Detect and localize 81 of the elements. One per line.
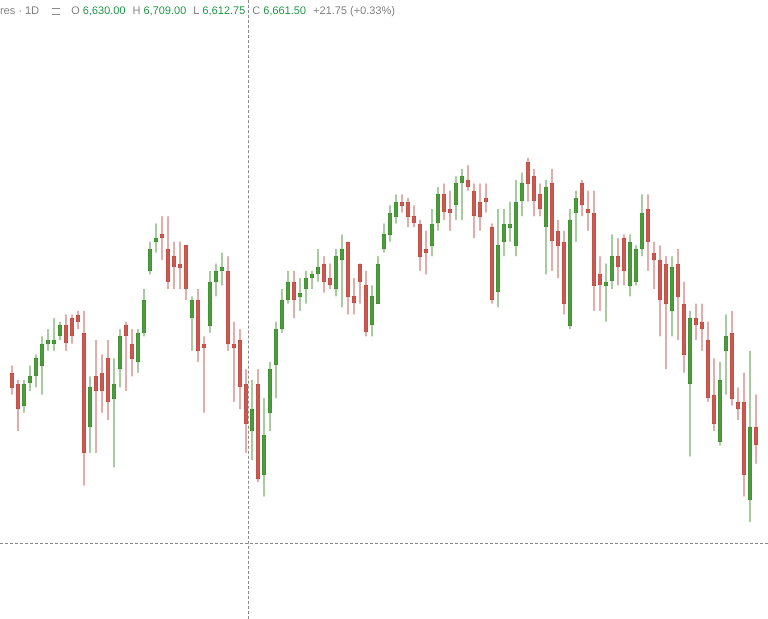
- text: 6,709.00: [143, 5, 186, 17]
- candlestick: [424, 230, 428, 275]
- candlestick: [736, 386, 740, 421]
- candlestick: [310, 270, 314, 290]
- candlestick: [508, 201, 512, 242]
- candlestick: [394, 194, 398, 224]
- candlestick: [382, 223, 386, 254]
- candlestick: [148, 241, 152, 275]
- candlestick: [58, 321, 62, 340]
- candlestick: [502, 208, 506, 257]
- candlestick: [28, 364, 32, 392]
- candlestick: [64, 314, 68, 352]
- candlestick: [754, 394, 758, 464]
- candlestick: [700, 303, 704, 352]
- candlestick: [652, 241, 656, 290]
- candlestick: [520, 172, 524, 217]
- candlestick: [46, 328, 50, 352]
- candlestick: [154, 223, 158, 254]
- candlestick: [70, 314, 74, 344]
- candlestick: [94, 340, 98, 454]
- candlestick: [52, 318, 56, 352]
- candlestick: [538, 182, 542, 217]
- candlestick: [178, 241, 182, 290]
- candlestick: [388, 204, 392, 242]
- text: L: [193, 5, 200, 17]
- candlestick: [328, 263, 332, 290]
- candlestick: [406, 198, 410, 228]
- candlestick: [22, 380, 26, 414]
- text: 6,661.50: [263, 5, 306, 17]
- candlestick: [466, 164, 470, 192]
- candlestick: [484, 182, 488, 214]
- candlestick: [232, 321, 236, 402]
- candlestick: [694, 303, 698, 340]
- candlestick: [340, 234, 344, 308]
- candlestick: [448, 190, 452, 232]
- candlestick: [478, 182, 482, 232]
- candlestick: [460, 168, 464, 220]
- candlestick: [34, 354, 38, 388]
- candlestick: [40, 336, 44, 396]
- candlestick: [580, 179, 584, 217]
- candlestick: [616, 238, 620, 286]
- candlestick: [454, 176, 458, 220]
- candlestick: [322, 256, 326, 294]
- candlestick: [430, 208, 434, 257]
- candlestick: [316, 248, 320, 282]
- text: O: [71, 5, 80, 17]
- candlestick: [304, 270, 308, 304]
- text: res · 1D: [0, 5, 40, 17]
- candlestick: [292, 270, 296, 319]
- candlestick: [220, 252, 224, 286]
- candlestick: [250, 380, 254, 461]
- candlestick: [124, 321, 128, 392]
- candlestick: [172, 241, 176, 290]
- candlestick: [724, 314, 728, 396]
- candlestick: [604, 263, 608, 322]
- candlestick: [214, 263, 218, 297]
- candlestick: [202, 336, 206, 414]
- candlestick: [598, 256, 602, 312]
- text: 6,612.75: [202, 5, 246, 17]
- text: 6,630.00: [82, 5, 126, 17]
- candlestick: [298, 278, 302, 312]
- candlestick: [400, 194, 404, 214]
- candlestick: [442, 182, 446, 220]
- candlestick: [352, 278, 356, 316]
- candlestick: [100, 354, 104, 414]
- candlestick: [10, 364, 14, 396]
- candlestick: [76, 310, 80, 330]
- text: H: [132, 5, 140, 17]
- candlestick: [130, 328, 134, 377]
- text: C: [252, 5, 260, 17]
- candlestick: [286, 270, 290, 304]
- candlestick: [160, 216, 164, 260]
- candlestick: [112, 358, 116, 468]
- candlestick: [526, 158, 530, 202]
- candlestick: [190, 296, 194, 352]
- candlestick: [586, 190, 590, 232]
- candlestick: [556, 219, 560, 279]
- candlestick: [358, 263, 362, 304]
- candlestick: [412, 204, 416, 228]
- text: +21.75 (+0.33%): [313, 5, 395, 17]
- candlestick: [574, 190, 578, 242]
